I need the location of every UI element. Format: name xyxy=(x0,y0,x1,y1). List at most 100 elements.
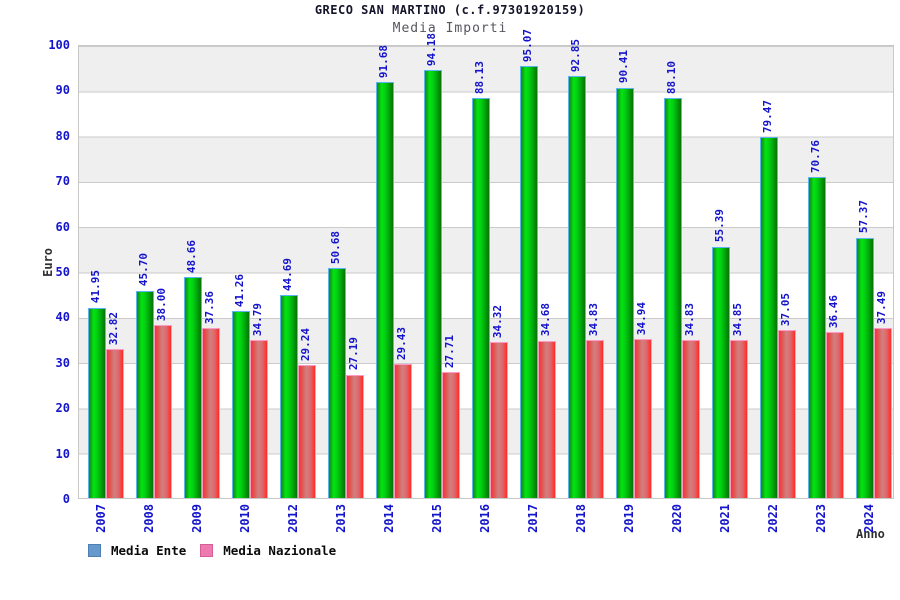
bar-value-label: 27.19 xyxy=(347,337,360,371)
y-tick-label: 40 xyxy=(55,310,70,325)
bar-value-label: 79.47 xyxy=(761,100,774,134)
x-tick-label: 2018 xyxy=(574,504,588,533)
bar-media-nazionale xyxy=(106,349,124,498)
bar-value-label: 44.69 xyxy=(281,257,294,292)
bar-media-ente xyxy=(424,70,442,498)
bar-media-ente xyxy=(568,76,586,498)
bar-media-ente xyxy=(88,307,106,498)
bar-value-label: 70.76 xyxy=(809,139,822,173)
bar-value-label: 92.85 xyxy=(569,39,582,73)
bar-media-nazionale xyxy=(394,364,412,498)
bar-media-nazionale xyxy=(346,374,364,498)
bar-media-ente xyxy=(616,87,634,498)
x-tick-label: 2022 xyxy=(766,504,780,533)
bar-media-nazionale xyxy=(634,339,652,498)
bar-value-label: 29.24 xyxy=(299,328,312,362)
bar-value-label: 37.05 xyxy=(779,292,792,326)
y-tick-label: 60 xyxy=(55,219,70,234)
bar-media-nazionale xyxy=(778,329,796,498)
bar-value-label: 45.70 xyxy=(137,253,150,287)
bar-value-label: 88.13 xyxy=(473,60,486,94)
bar-value-label: 32.82 xyxy=(107,311,120,345)
bar-value-label: 37.36 xyxy=(203,291,216,325)
bar-media-nazionale xyxy=(154,325,172,498)
bar-value-label: 38.00 xyxy=(155,288,168,322)
bar-media-ente xyxy=(472,97,490,498)
bar-media-ente xyxy=(136,290,154,498)
y-tick-label: 90 xyxy=(55,83,70,98)
x-tick-label: 2019 xyxy=(622,504,636,533)
x-tick-label: 2016 xyxy=(478,504,492,533)
legend-label-media-ente: Media Ente xyxy=(111,543,187,558)
x-tick-label: 2017 xyxy=(526,504,540,533)
bar-media-ente xyxy=(712,246,730,498)
legend: Media Ente Media Nazionale xyxy=(88,543,336,558)
bar-media-ente xyxy=(856,237,874,498)
bar-media-ente xyxy=(664,98,682,498)
bar-value-label: 48.66 xyxy=(185,239,198,274)
bar-media-ente xyxy=(328,267,346,498)
bar-media-ente xyxy=(376,81,394,498)
bar-media-nazionale xyxy=(586,339,604,498)
bar-value-label: 91.68 xyxy=(377,44,390,78)
bar-media-nazionale xyxy=(826,332,844,498)
bar-value-label: 36.46 xyxy=(827,295,840,329)
bar-value-label: 88.10 xyxy=(665,60,678,95)
bar-media-nazionale xyxy=(490,342,508,498)
x-tick-label: 2007 xyxy=(94,504,108,533)
bar-value-label: 34.83 xyxy=(587,302,600,336)
bar-value-label: 94.18 xyxy=(425,33,438,67)
bar-value-label: 29.43 xyxy=(395,327,408,361)
x-tick-label: 2008 xyxy=(142,504,156,533)
bar-media-ente xyxy=(760,137,778,498)
bar-value-label: 50.68 xyxy=(329,230,342,264)
bar-media-nazionale xyxy=(442,372,460,498)
y-tick-label: 30 xyxy=(55,355,70,370)
y-tick-label: 70 xyxy=(55,174,70,189)
x-tick-label: 2021 xyxy=(718,504,732,533)
y-tick-label: 20 xyxy=(55,401,70,416)
bar-value-label: 34.32 xyxy=(491,305,504,339)
bar-media-ente xyxy=(808,176,826,498)
bar-value-label: 41.26 xyxy=(233,273,246,307)
bar-media-nazionale xyxy=(730,339,748,498)
bar-value-label: 27.71 xyxy=(443,335,456,369)
legend-label-media-nazionale: Media Nazionale xyxy=(223,543,337,558)
bar-value-label: 57.37 xyxy=(857,200,870,234)
bar-media-nazionale xyxy=(874,327,892,498)
x-tick-label: 2023 xyxy=(814,504,828,533)
legend-swatch-media-ente xyxy=(88,544,101,557)
chart-title: GRECO SAN MARTINO (c.f.97301920159) xyxy=(314,3,586,17)
bar-value-label: 34.79 xyxy=(251,302,264,337)
plot-area: 41.95 32.82 45.70 38.00 48.66 37.36 41.26 34.79… xyxy=(78,29,894,499)
legend-swatch-media-nazionale xyxy=(200,544,214,557)
bar-media-ente xyxy=(184,277,202,498)
bar-value-label: 34.83 xyxy=(683,302,696,336)
x-tick-label: 2015 xyxy=(430,504,444,533)
x-tick-label: 2010 xyxy=(238,504,252,533)
y-tick-label: 0 xyxy=(62,492,70,506)
bar-media-nazionale xyxy=(250,340,268,498)
bar-value-label: 90.41 xyxy=(617,50,630,84)
bar-value-label: 37.49 xyxy=(875,290,888,324)
chart-subtitle: Media Importi xyxy=(392,21,508,36)
bar-value-label: 41.95 xyxy=(89,270,102,304)
bar-media-ente xyxy=(280,295,298,498)
bar-media-nazionale xyxy=(682,339,700,498)
bar-value-label: 95.07 xyxy=(521,29,534,63)
y-tick-label: 50 xyxy=(55,265,70,279)
bar-media-ente xyxy=(232,310,250,498)
bar-media-nazionale xyxy=(538,340,556,498)
bar-value-label: 55.39 xyxy=(713,209,726,243)
bar-value-label: 34.68 xyxy=(539,303,552,337)
bar-media-ente xyxy=(520,66,538,498)
bar-value-label: 34.94 xyxy=(635,302,648,336)
x-tick-label: 2012 xyxy=(286,504,300,533)
y-tick-label: 10 xyxy=(55,446,70,461)
x-tick-label: 2013 xyxy=(334,504,348,533)
y-tick-label: 100 xyxy=(48,38,70,52)
x-tick-label: 2024 xyxy=(862,504,876,533)
y-tick-label: 80 xyxy=(55,128,70,143)
x-tick-label: 2009 xyxy=(190,504,204,533)
